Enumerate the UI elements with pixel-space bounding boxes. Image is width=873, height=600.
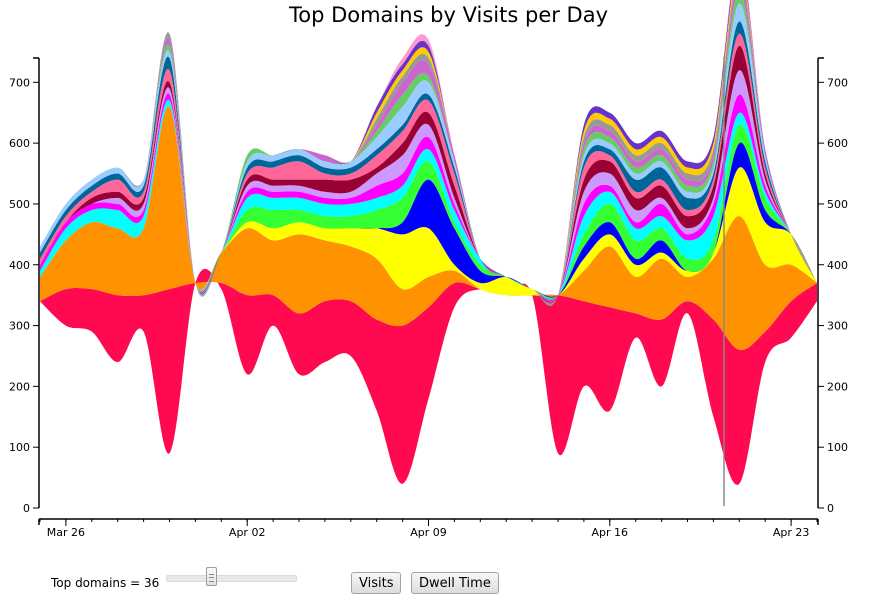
top-domains-label: Top domains = 36 [51,576,160,590]
right-y-tick-label-2: 200 [827,380,848,393]
stream-series-2 [40,106,817,351]
stream-series-14 [40,0,817,305]
streamgraph-chart: 0 100 200 300 400 500 600 700 0 100 200 300 400 500 6… [9,0,848,539]
right-y-tick-label-5: 500 [827,198,848,211]
left-y-tick-label-7: 700 [9,76,30,89]
grip-icon [209,574,214,582]
stream-series-8 [40,70,817,302]
x-tick-label-1: Apr 02 [229,526,266,539]
left-y-tick-label-3: 300 [9,320,30,333]
stream-series-1 [40,268,817,485]
x-axis: Mar 26 Apr 02 Apr 09 Apr 16 Apr 23 [38,518,819,539]
stream-series-5 [40,106,817,299]
right-y-axis: 0 100 200 300 400 500 600 700 [817,57,848,515]
right-y-tick-label-7: 700 [827,76,848,89]
stream-series-15 [40,0,817,306]
left-y-tick-label-6: 600 [9,137,30,150]
stream-series-6 [40,99,817,300]
right-y-tick-label-1: 100 [827,441,848,454]
left-y-tick-label-4: 400 [9,259,30,272]
right-y-tick-label-0: 0 [827,502,834,515]
right-y-tick-label-4: 400 [827,259,848,272]
x-tick-label-2: Apr 09 [410,526,447,539]
top-domains-slider-track[interactable] [166,575,297,582]
left-y-tick-label-1: 100 [9,441,30,454]
right-y-tick-label-3: 300 [827,320,848,333]
stream-series-4 [40,106,817,298]
dwell-time-button[interactable]: Dwell Time [411,572,499,594]
left-y-tick-label-5: 500 [9,198,30,211]
x-tick-label-0: Mar 26 [47,526,85,539]
x-tick-label-4: Apr 23 [773,526,810,539]
controls-bar: Top domains = 36 Visits Dwell Time [0,566,873,600]
stream-layers [40,0,817,485]
x-tick-label-3: Apr 16 [592,526,629,539]
stream-series-3 [40,106,817,297]
visits-button[interactable]: Visits [351,572,402,594]
left-y-tick-label-0: 0 [23,502,30,515]
left-y-tick-label-2: 200 [9,380,30,393]
left-y-axis: 0 100 200 300 400 500 600 700 [9,57,40,515]
chart-title: Top Domains by Visits per Day [288,3,609,27]
top-domains-slider-handle[interactable] [206,567,217,586]
right-y-tick-label-6: 600 [827,137,848,150]
